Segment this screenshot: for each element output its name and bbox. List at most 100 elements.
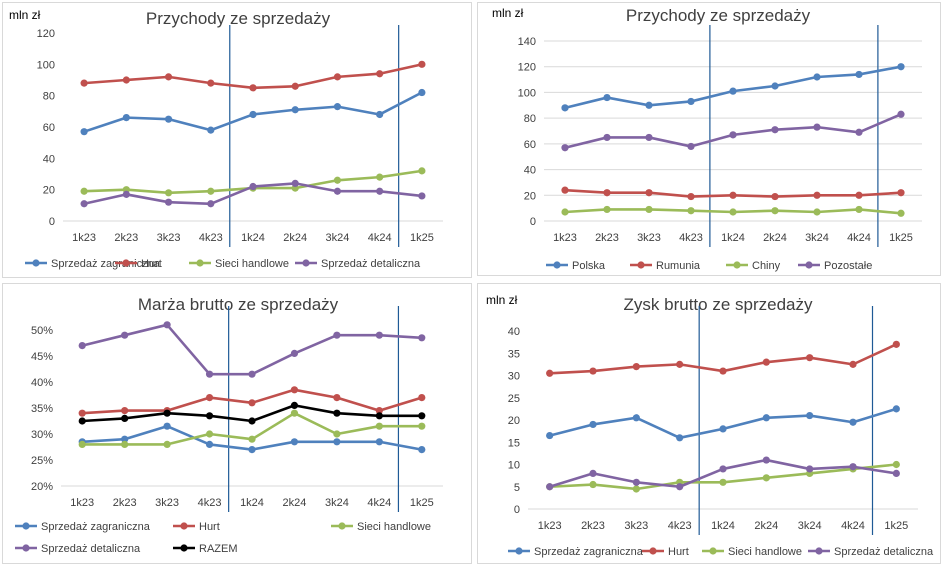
y-tick-label: 120 <box>37 28 55 40</box>
data-point-hurt <box>376 70 384 78</box>
data-point-hurt <box>78 409 86 417</box>
y-tick-label: 30 <box>508 371 520 383</box>
y-tick-label: 80 <box>524 113 536 125</box>
data-point-sprzedaz-detaliczna <box>290 349 299 357</box>
x-tick-label: 1k24 <box>241 232 265 244</box>
series-line-sprzedaz-detaliczna <box>81 323 422 376</box>
data-point-sieci-handlowe <box>163 440 171 448</box>
data-point-polska <box>855 70 863 79</box>
data-point-hurt <box>122 76 130 84</box>
x-tick-label: 3k23 <box>155 497 179 509</box>
data-point-sprzedaz-zagraniczna <box>164 115 173 123</box>
data-point-hurt <box>207 79 215 87</box>
data-point-polska <box>687 97 695 106</box>
data-point-hurt <box>632 363 640 371</box>
data-point-razem <box>290 401 299 409</box>
data-point-chiny <box>603 205 611 214</box>
legend-swatch-marker <box>338 522 346 530</box>
data-point-razem <box>418 412 426 420</box>
data-point-pozostale <box>729 131 737 139</box>
data-point-chiny <box>855 205 863 214</box>
chart-panel-revenue-by-channel: Przychody ze sprzedaży mln zł 0 20 40 60 80 100… <box>2 2 472 278</box>
data-point-sieci-handlowe <box>248 435 256 443</box>
x-tick-label: 2k23 <box>113 497 137 509</box>
chart-title: Marża brutto ze sprzedaży <box>138 295 339 314</box>
data-point-pozostale <box>687 142 695 151</box>
x-tick-label: 1k25 <box>410 232 434 244</box>
y-tick-label: 40% <box>31 377 53 389</box>
data-point-sieci-handlowe <box>376 173 384 181</box>
data-point-hurt <box>291 82 299 90</box>
data-point-sprzedaz-detaliczna <box>676 483 684 491</box>
data-point-sprzedaz-detaliczna <box>762 456 770 464</box>
series-line-pozostale <box>564 113 902 149</box>
data-point-sieci-handlowe <box>762 474 770 482</box>
data-point-hurt <box>80 79 88 87</box>
data-point-sprzedaz-detaliczna <box>205 370 214 378</box>
data-point-rumunia <box>687 192 695 201</box>
legend-swatch-marker <box>733 261 741 269</box>
y-tick-label: 100 <box>518 87 536 99</box>
x-tick-label: 1k25 <box>410 497 434 509</box>
legend-label: Hurt <box>141 258 162 270</box>
legend-label: Sprzedaż zagraniczna <box>534 546 644 558</box>
legend-swatch-marker <box>122 259 130 267</box>
data-point-rumunia <box>603 189 611 197</box>
data-point-sprzedaz-detaliczna <box>78 342 86 350</box>
data-point-hurt <box>418 60 426 68</box>
data-point-sprzedaz-detaliczna <box>80 200 88 208</box>
data-point-sprzedaz-zagraniczna <box>291 106 299 114</box>
chart-svg: Marża brutto ze sprzedaży 20% 25% 30% 35% 40%… <box>15 295 443 555</box>
chart-panel-gross-margin: Marża brutto ze sprzedaży 20% 25% 30% 35% 40%… <box>2 283 472 564</box>
data-point-pozostale <box>855 128 863 136</box>
data-point-sieci-handlowe <box>418 422 426 430</box>
legend-label: Sieci handlowe <box>728 546 802 558</box>
data-point-polska <box>897 63 905 71</box>
legend-swatch-marker <box>709 547 717 555</box>
data-point-sieci-handlowe <box>121 440 129 448</box>
y-tick-label: 5 <box>514 482 520 494</box>
y-tick-label: 140 <box>518 36 536 48</box>
legend-label: RAZEM <box>199 543 238 555</box>
data-point-sprzedaz-zagraniczna <box>719 425 727 433</box>
legend-swatch-marker <box>815 547 823 555</box>
legend-swatch-marker <box>553 261 561 269</box>
data-point-hurt <box>333 394 341 402</box>
legend-swatch-marker <box>180 522 188 530</box>
x-tick-label: 2k23 <box>595 232 619 244</box>
x-tick-label: 4k24 <box>368 232 392 244</box>
legend-label: Sieci handlowe <box>357 521 431 533</box>
y-tick-label: 25 <box>508 393 520 405</box>
x-tick-label: 4k24 <box>847 232 871 244</box>
x-tick-label: 1k25 <box>889 232 913 244</box>
data-point-rumunia <box>729 191 737 199</box>
data-point-polska <box>561 104 569 112</box>
data-point-sprzedaz-zagraniczna <box>121 435 129 443</box>
data-point-sprzedaz-zagraniczna <box>207 126 215 134</box>
x-tick-label: 2k24 <box>283 497 307 509</box>
y-tick-label: 60 <box>524 139 536 151</box>
legend-label: Sprzedaż detaliczna <box>41 543 141 555</box>
x-tick-label: 2k23 <box>581 520 605 532</box>
x-tick-label: 2k23 <box>114 232 138 244</box>
data-point-sprzedaz-detaliczna <box>164 198 173 206</box>
data-point-chiny <box>771 207 779 215</box>
data-point-sprzedaz-detaliczna <box>333 331 341 339</box>
data-point-hurt <box>249 84 257 92</box>
data-point-pozostale <box>897 110 905 118</box>
data-point-sprzedaz-detaliczna <box>892 469 900 477</box>
x-tick-label: 3k23 <box>637 232 661 244</box>
data-point-hurt <box>892 340 900 348</box>
chart-title: Przychody ze sprzedaży <box>626 6 811 25</box>
data-point-razem <box>333 409 341 417</box>
y-tick-label: 0 <box>530 216 536 228</box>
data-point-razem <box>205 412 214 420</box>
data-point-chiny <box>645 205 653 214</box>
data-point-hurt <box>806 354 814 362</box>
data-point-hurt <box>164 73 173 81</box>
data-point-sprzedaz-zagraniczna <box>80 128 88 136</box>
legend-swatch-marker <box>637 261 645 269</box>
data-point-sieci-handlowe <box>333 176 342 184</box>
x-tick-label: 4k24 <box>367 497 391 509</box>
legend-swatch-marker <box>515 547 523 555</box>
